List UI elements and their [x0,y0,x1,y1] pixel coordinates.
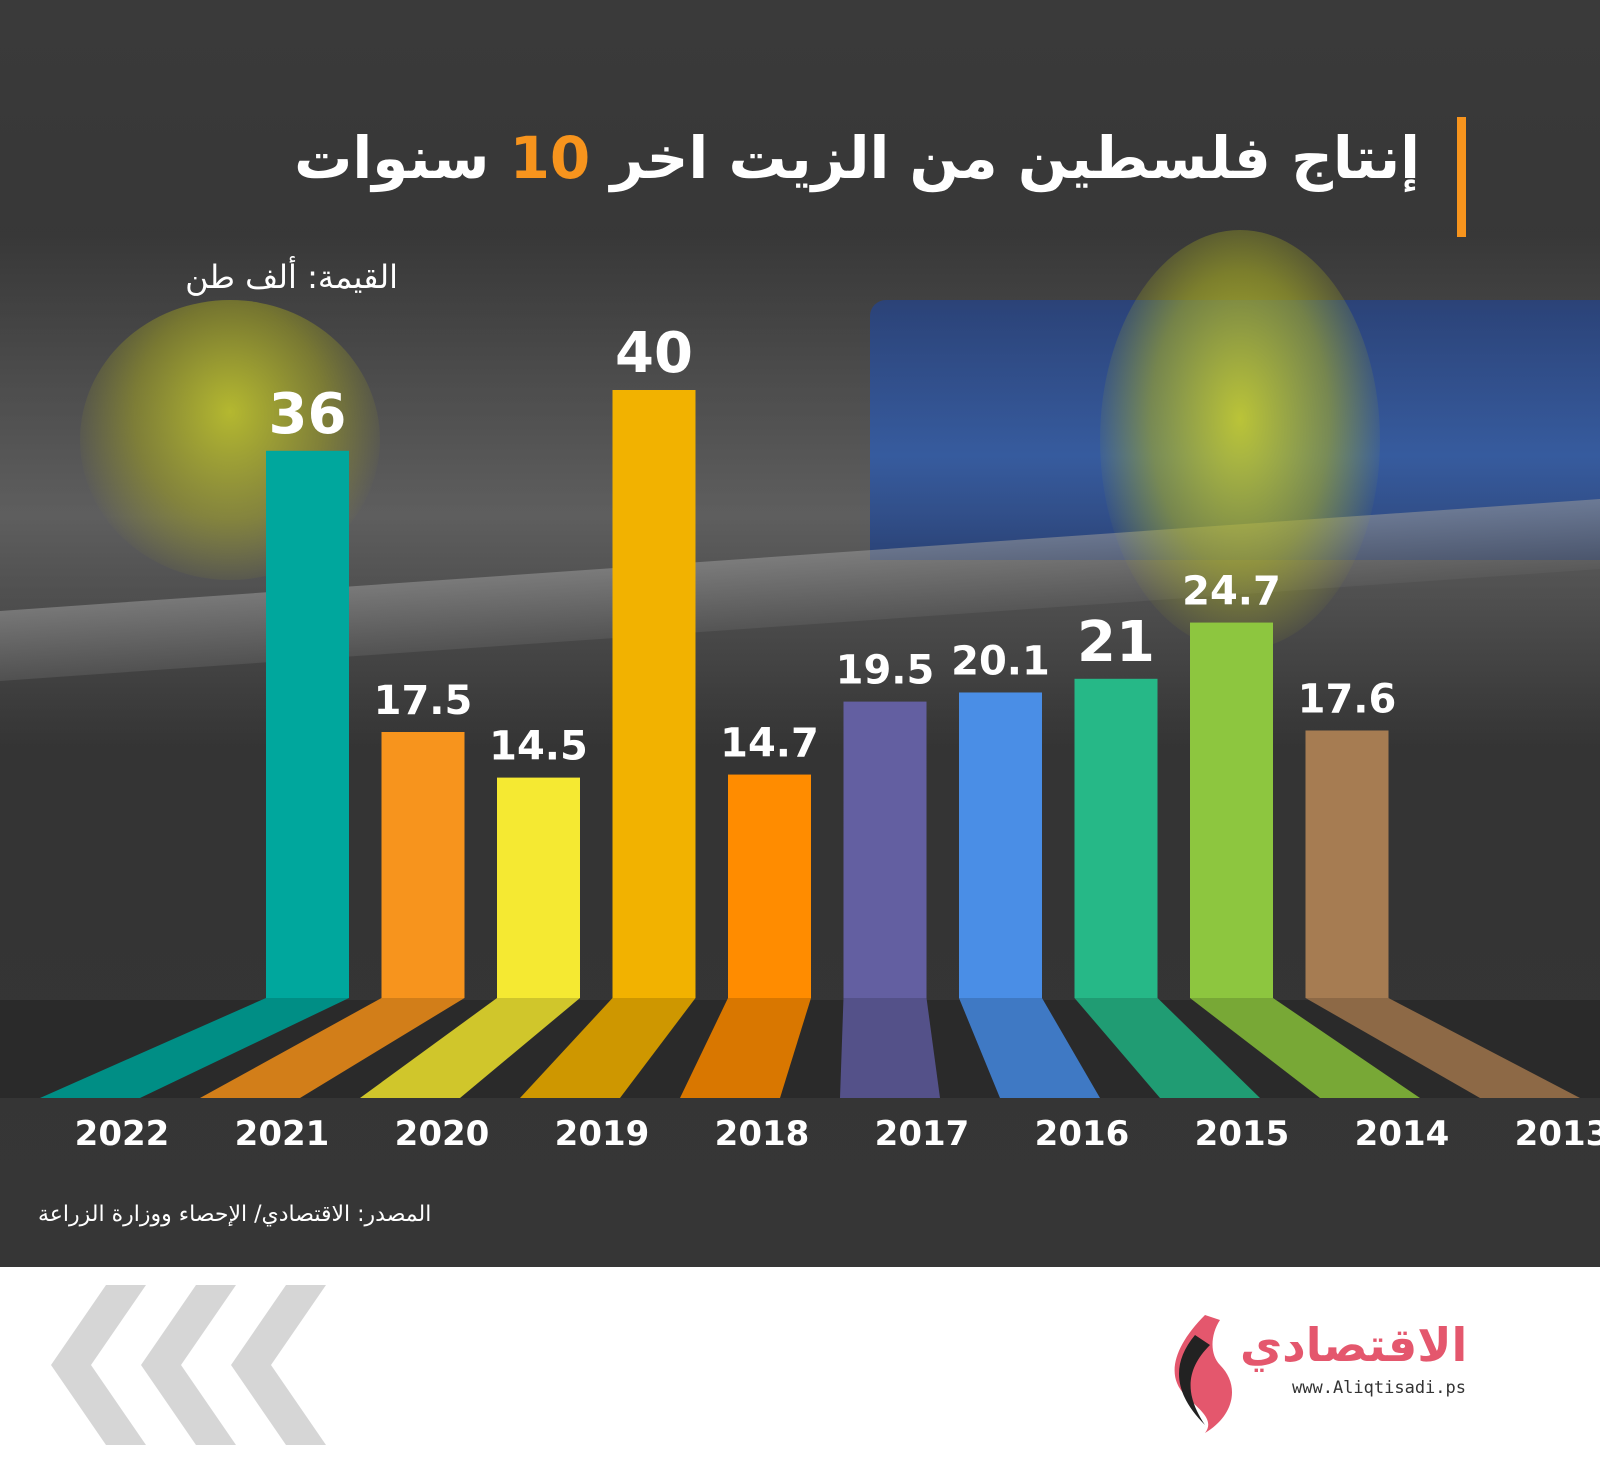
bar-floor-2015 [1074,998,1260,1098]
value-label-2013: 17.6 [1298,676,1397,722]
bar-2017 [843,701,927,998]
x-tick-label-2018: 2018 [715,1114,810,1154]
value-label-2018: 14.7 [720,721,819,767]
value-label-2019: 40 [615,321,693,386]
x-tick-label-2021: 2021 [235,1114,330,1154]
bar-floor-2013 [1305,998,1580,1098]
bar-floor-2014 [1190,998,1420,1098]
x-tick-label-2015: 2015 [1195,1114,1290,1154]
x-tick-label-2019: 2019 [555,1114,650,1154]
value-label-2020: 14.5 [489,724,588,770]
value-label-2021: 17.5 [374,678,473,724]
bar-floor-2017 [840,998,940,1098]
title-accent-bar [1457,117,1466,237]
x-tick-label-2016: 2016 [1035,1114,1130,1154]
bar-2015 [1074,678,1158,998]
x-tick-label-2014: 2014 [1355,1114,1450,1154]
value-label-2022: 36 [269,382,347,447]
bar-floor-2022 [40,998,349,1098]
bar-2016 [959,692,1042,998]
bar-2014 [1190,622,1273,998]
unit-label: القيمة: ألف طن [185,258,398,296]
chart-panel: 36 2022 17.5 2021 14.5 2020 40 2019 14.7 2018 19.5… [0,0,1600,1267]
bar-2022 [266,450,349,998]
bar-floor-2018 [680,998,811,1098]
bar-2020 [497,777,580,998]
x-tick-label-2013: 2013 [1515,1114,1600,1154]
bar-floor-2016 [959,998,1100,1098]
source-label: المصدر: الاقتصادي/ الإحصاء ووزارة الزراع… [38,1202,432,1227]
bar-floor-2019 [520,998,696,1098]
title-main: إنتاج فلسطين من الزيت اخر [610,124,1420,192]
bar-floor-2020 [360,998,580,1098]
title-suffix: سنوات [294,124,490,192]
brand-logo-icon [1174,1315,1232,1433]
x-tick-label-2017: 2017 [875,1114,970,1154]
chevron-decoration-icon [51,1285,326,1445]
bar-2021 [381,732,465,998]
bar-2013 [1305,730,1389,998]
value-label-2017: 19.5 [836,648,935,694]
bar-chart: 36 2022 17.5 2021 14.5 2020 40 2019 14.7 2018 19.5… [40,321,1600,1154]
value-label-2014: 24.7 [1182,569,1281,615]
brand-url: www.Aliqtisadi.ps [1292,1378,1466,1398]
value-label-2015: 21 [1077,610,1155,675]
background-oil-stream-right [1100,230,1380,650]
value-label-2016: 20.1 [951,638,1050,684]
bar-2018 [728,774,811,998]
title-highlight: 10 [509,124,591,192]
bar-2019 [612,390,696,998]
x-tick-label-2022: 2022 [75,1114,170,1154]
page-title: إنتاج فلسطين من الزيت اخر 10 سنوات [294,118,1420,198]
brand-name: الاقتصادي [1240,1318,1468,1372]
bar-floor-2021 [200,998,465,1098]
x-tick-label-2020: 2020 [395,1114,490,1154]
